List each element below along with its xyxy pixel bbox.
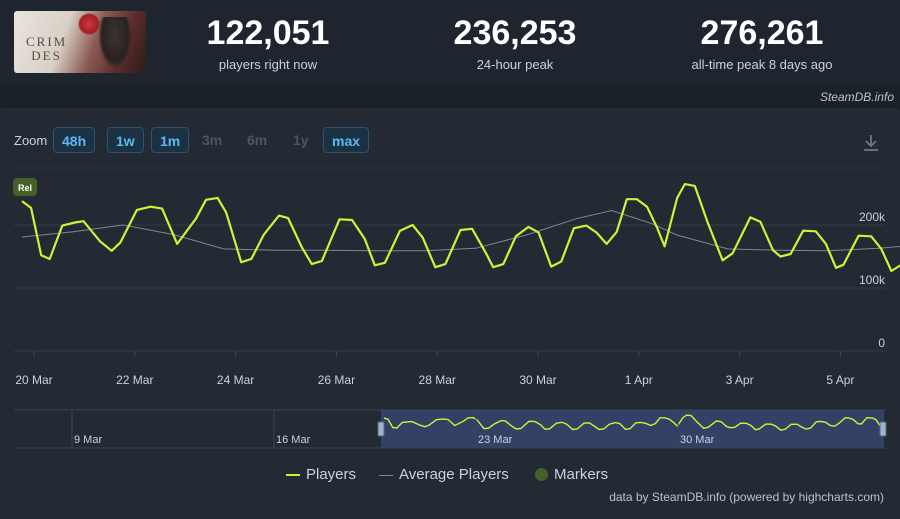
game-logo: CRIM DES <box>26 34 68 63</box>
navigator-tick-label: 23 Mar <box>478 434 513 446</box>
stat-current-value: 122,051 <box>206 14 330 52</box>
legend-markers[interactable]: Markers <box>535 466 608 483</box>
y-tick-label: 0 <box>878 336 885 350</box>
navigator-handle <box>377 421 385 437</box>
navigator-players-line <box>383 414 883 431</box>
zoom-1m-button[interactable]: 1m <box>151 127 190 153</box>
navigator-selection <box>381 410 884 448</box>
stat-24h-peak-value: 236,253 <box>453 14 577 52</box>
legend-players[interactable]: Players <box>286 466 356 483</box>
game-thumbnail[interactable]: CRIM DES <box>14 11 146 73</box>
zoom-48h-button[interactable]: 48h <box>53 127 96 153</box>
legend-average-swatch <box>379 474 393 476</box>
stat-24h-peak: 236,253 24-hour peak <box>415 14 615 72</box>
release-marker <box>13 178 37 196</box>
legend-players-label: Players <box>306 466 357 483</box>
legend-average[interactable]: Average Players <box>379 466 509 483</box>
x-tick-label: 5 Apr <box>826 373 854 387</box>
stats-bar: CRIM DES 122,051 players right now 236,2… <box>0 0 900 86</box>
x-tick-label: 28 Mar <box>419 373 456 387</box>
zoom-3m-button[interactable]: 3m <box>202 132 223 148</box>
x-tick-label: 30 Mar <box>519 373 556 387</box>
release-marker-label: Rel <box>18 183 32 193</box>
stat-alltime-peak-value: 276,261 <box>700 14 824 52</box>
players-line <box>21 183 900 273</box>
zoom-1y-button[interactable]: 1y <box>293 132 309 148</box>
y-tick-label: 200k <box>859 210 886 224</box>
legend-markers-swatch <box>535 468 548 481</box>
download-icon[interactable] <box>862 133 880 153</box>
zoom-max-button[interactable]: max <box>323 127 370 153</box>
zoom-6m-button[interactable]: 6m <box>247 132 268 148</box>
legend-average-label: Average Players <box>399 466 509 483</box>
navigator-tick-label: 30 Mar <box>680 434 715 446</box>
player-chart[interactable]: 0 100k 200k 20 Mar 22 Mar 24 Mar 26 Mar 28 Mar 3… <box>0 160 900 460</box>
chart-legend: Players Average Players Markers <box>0 466 900 486</box>
navigator-tick-label: 9 Mar <box>74 434 102 446</box>
stat-current: 122,051 players right now <box>188 14 348 72</box>
y-tick-label: 100k <box>859 273 886 287</box>
credit-bottom[interactable]: data by SteamDB.info (powered by highcha… <box>609 490 884 504</box>
x-tick-label: 3 Apr <box>726 373 754 387</box>
stat-current-label: players right now <box>218 57 318 72</box>
stat-24h-peak-label: 24-hour peak <box>476 57 554 72</box>
stat-alltime-peak-label: all-time peak 8 days ago <box>691 57 833 72</box>
zoom-1w-button[interactable]: 1w <box>107 127 144 153</box>
legend-players-swatch <box>286 474 300 477</box>
warrior-art <box>98 17 132 69</box>
x-tick-label: 22 Mar <box>116 373 153 387</box>
flower-art <box>78 13 100 35</box>
average-players-line <box>21 209 900 252</box>
legend-markers-label: Markers <box>554 466 609 483</box>
credit-top[interactable]: SteamDB.info <box>819 90 894 104</box>
x-tick-label: 1 Apr <box>625 373 653 387</box>
zoom-label: Zoom <box>14 133 48 148</box>
navigator-tick-label: 16 Mar <box>276 434 311 446</box>
chart-panel <box>0 108 900 519</box>
x-tick-label: 24 Mar <box>217 373 254 387</box>
stat-alltime-peak: 276,261 all-time peak 8 days ago <box>662 14 862 72</box>
navigator-handle <box>879 421 887 437</box>
x-tick-label: 20 Mar <box>15 373 52 387</box>
x-tick-label: 26 Mar <box>318 373 355 387</box>
